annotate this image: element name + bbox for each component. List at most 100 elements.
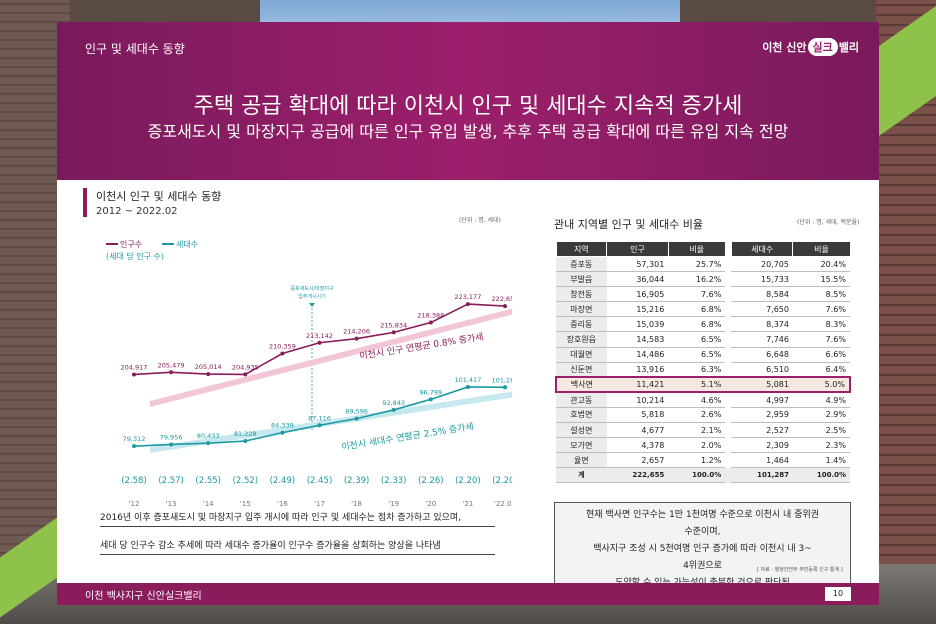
cell-region: 대월면 [556, 347, 607, 363]
pop-point [243, 372, 248, 377]
hh-value-label: 79,956 [160, 433, 183, 441]
x-tick-label: '20 [425, 500, 436, 508]
cell-region: 호법면 [556, 407, 607, 424]
chart-heading-period: 2012 ~ 2022.02 [96, 206, 178, 217]
pop-point [354, 336, 359, 341]
cell-region: 백사면 [555, 376, 607, 394]
x-tick-label: '22.02 [494, 500, 512, 508]
hh-point [391, 407, 396, 412]
pop-point [503, 304, 507, 309]
chart-note-2: 세대 당 인구수 감소 추세에 따라 세대수 증가율이 인구수 증가율을 상회하… [100, 540, 495, 555]
cell-households: 8,374 [731, 316, 793, 333]
x-tick-label: '12 [129, 500, 140, 508]
col-region: 지역 [555, 241, 608, 257]
slide-header: 인구 및 세대수 동향 이천 신안 실크 밸리 주택 공급 확대에 따라 이천시 인… [57, 22, 879, 180]
logo-text-post: 밸리 [838, 41, 859, 54]
pop-point [132, 372, 136, 377]
callout-box: 현재 백사면 인구수는 1만 1천여명 수준으로 이천시 내 중위권 수준이며,… [554, 502, 851, 588]
cell-population: 36,044 [606, 271, 669, 288]
cell-households: 101,287 [731, 467, 793, 484]
per-household-label: (2.20) [492, 476, 512, 486]
cell-region: 부발읍 [556, 271, 607, 288]
cell-pop-ratio: 2.1% [668, 422, 726, 439]
table-total-row: 계 222,655 100.0% 101,287 100.0% [556, 467, 850, 484]
source-note: [ 자료 : 행정안전부 주민등록 인구 통계 ] [757, 567, 843, 573]
cell-households: 2,959 [731, 407, 793, 424]
cell-population: 2,657 [606, 452, 669, 469]
pop-point [391, 330, 396, 335]
callout-line-2: 수준이며, [684, 527, 721, 537]
cell-hh-ratio: 7.6% [792, 331, 850, 348]
cell-pop-ratio: 6.8% [668, 301, 726, 318]
hh-point [280, 430, 285, 435]
table-row: 모가면 4,378 2.0% 2,309 2.3% [556, 437, 850, 454]
cell-pop-ratio: 16.2% [668, 271, 726, 288]
cell-households: 1,464 [731, 452, 793, 469]
table-row: 신둔면 13,916 6.3% 6,510 6.4% [556, 362, 850, 378]
cell-pop-ratio: 25.7% [668, 256, 726, 273]
table-row: 부발읍 36,044 16.2% 15,733 15.5% [556, 271, 850, 288]
per-household-label: (2.55) [195, 476, 221, 486]
cell-hh-ratio: 7.6% [792, 301, 850, 318]
event-label-1: 증포새도시/마장지구 [290, 285, 333, 292]
cell-households: 7,650 [731, 301, 793, 318]
cell-households: 15,733 [731, 271, 793, 288]
cell-population: 14,486 [606, 347, 669, 363]
cell-region: 설성면 [556, 422, 607, 439]
table-unit: (단위 : 명, 세대, 백분율) [797, 219, 860, 226]
legend-pop-label: 인구수 [120, 239, 142, 249]
hh-point [428, 397, 433, 402]
col-pop-ratio: 비율 [667, 241, 726, 257]
hh-value-label: 84,339 [271, 422, 294, 430]
per-household-label: (2.45) [307, 476, 333, 486]
event-label-2: 입주개시시기 [298, 293, 326, 300]
hh-trend-label: 이천시 세대수 연평균 2.5% 증가세 [341, 421, 475, 453]
cell-pop-ratio: 2.6% [668, 407, 726, 424]
callout-line-1: 현재 백사면 인구수는 1만 1천여명 수준으로 이천시 내 중위권 [585, 510, 820, 520]
cell-region: 모가면 [556, 437, 607, 454]
table-row: 백사면 11,421 5.1% 5,081 5.0% [555, 376, 852, 394]
per-household-label: (2.39) [344, 476, 370, 486]
pop-value-label: 204,917 [121, 363, 148, 371]
legend-per-household-label: (세대 당 인구 수) [106, 251, 164, 261]
pop-point [317, 340, 322, 345]
x-tick-label: '16 [277, 500, 288, 508]
per-household-label: (2.49) [270, 476, 296, 486]
cell-region: 중리동 [556, 316, 607, 333]
cell-population: 16,905 [606, 286, 669, 303]
brand-logo: 이천 신안 실크 밸리 [762, 38, 859, 56]
cell-population: 15,039 [606, 316, 669, 333]
hh-value-label: 101,287 [492, 376, 512, 384]
cell-population: 4,378 [606, 437, 669, 454]
col-gap [724, 241, 732, 257]
table-row: 관고동 10,214 4.6% 4,997 4.9% [556, 392, 850, 408]
chart-heading: 이천시 인구 및 세대수 동향 2012 ~ 2022.02 [83, 188, 221, 217]
legend-hh-label: 세대수 [176, 240, 198, 249]
x-tick-label: '13 [166, 500, 177, 508]
cell-households: 5,081 [731, 376, 793, 394]
per-household-label: (2.26) [418, 476, 444, 486]
cell-region: 계 [556, 467, 607, 484]
cell-gap [725, 376, 732, 394]
cell-hh-ratio: 20.4% [792, 256, 850, 273]
table-row: 설성면 4,677 2.1% 2,527 2.5% [556, 422, 850, 439]
pop-value-label: 214,206 [343, 328, 370, 336]
table-row: 대월면 14,486 6.5% 6,648 6.6% [556, 347, 850, 363]
hh-point [317, 423, 322, 428]
cell-pop-ratio: 7.6% [668, 286, 726, 303]
cell-hh-ratio: 4.9% [792, 392, 850, 408]
per-household-label: (2.20) [455, 476, 481, 486]
hh-point [503, 385, 507, 390]
hh-point [206, 441, 211, 446]
cell-households: 4,997 [731, 392, 793, 408]
col-population: 인구 [606, 241, 669, 257]
cell-population: 13,916 [606, 362, 669, 378]
cell-population: 15,216 [606, 301, 669, 318]
hh-trend-arrow [150, 391, 512, 453]
cell-region: 창전동 [556, 286, 607, 303]
per-household-label: (2.52) [233, 476, 259, 486]
hh-value-label: 80,433 [197, 432, 220, 440]
cell-hh-ratio: 1.4% [792, 452, 850, 469]
population-chart: 인구수 세대수 (세대 당 인구 수) 증포새도시/마장지구 입주개시시기 이천… [106, 239, 512, 508]
table-row: 증포동 57,301 25.7% 20,705 20.4% [556, 256, 850, 273]
